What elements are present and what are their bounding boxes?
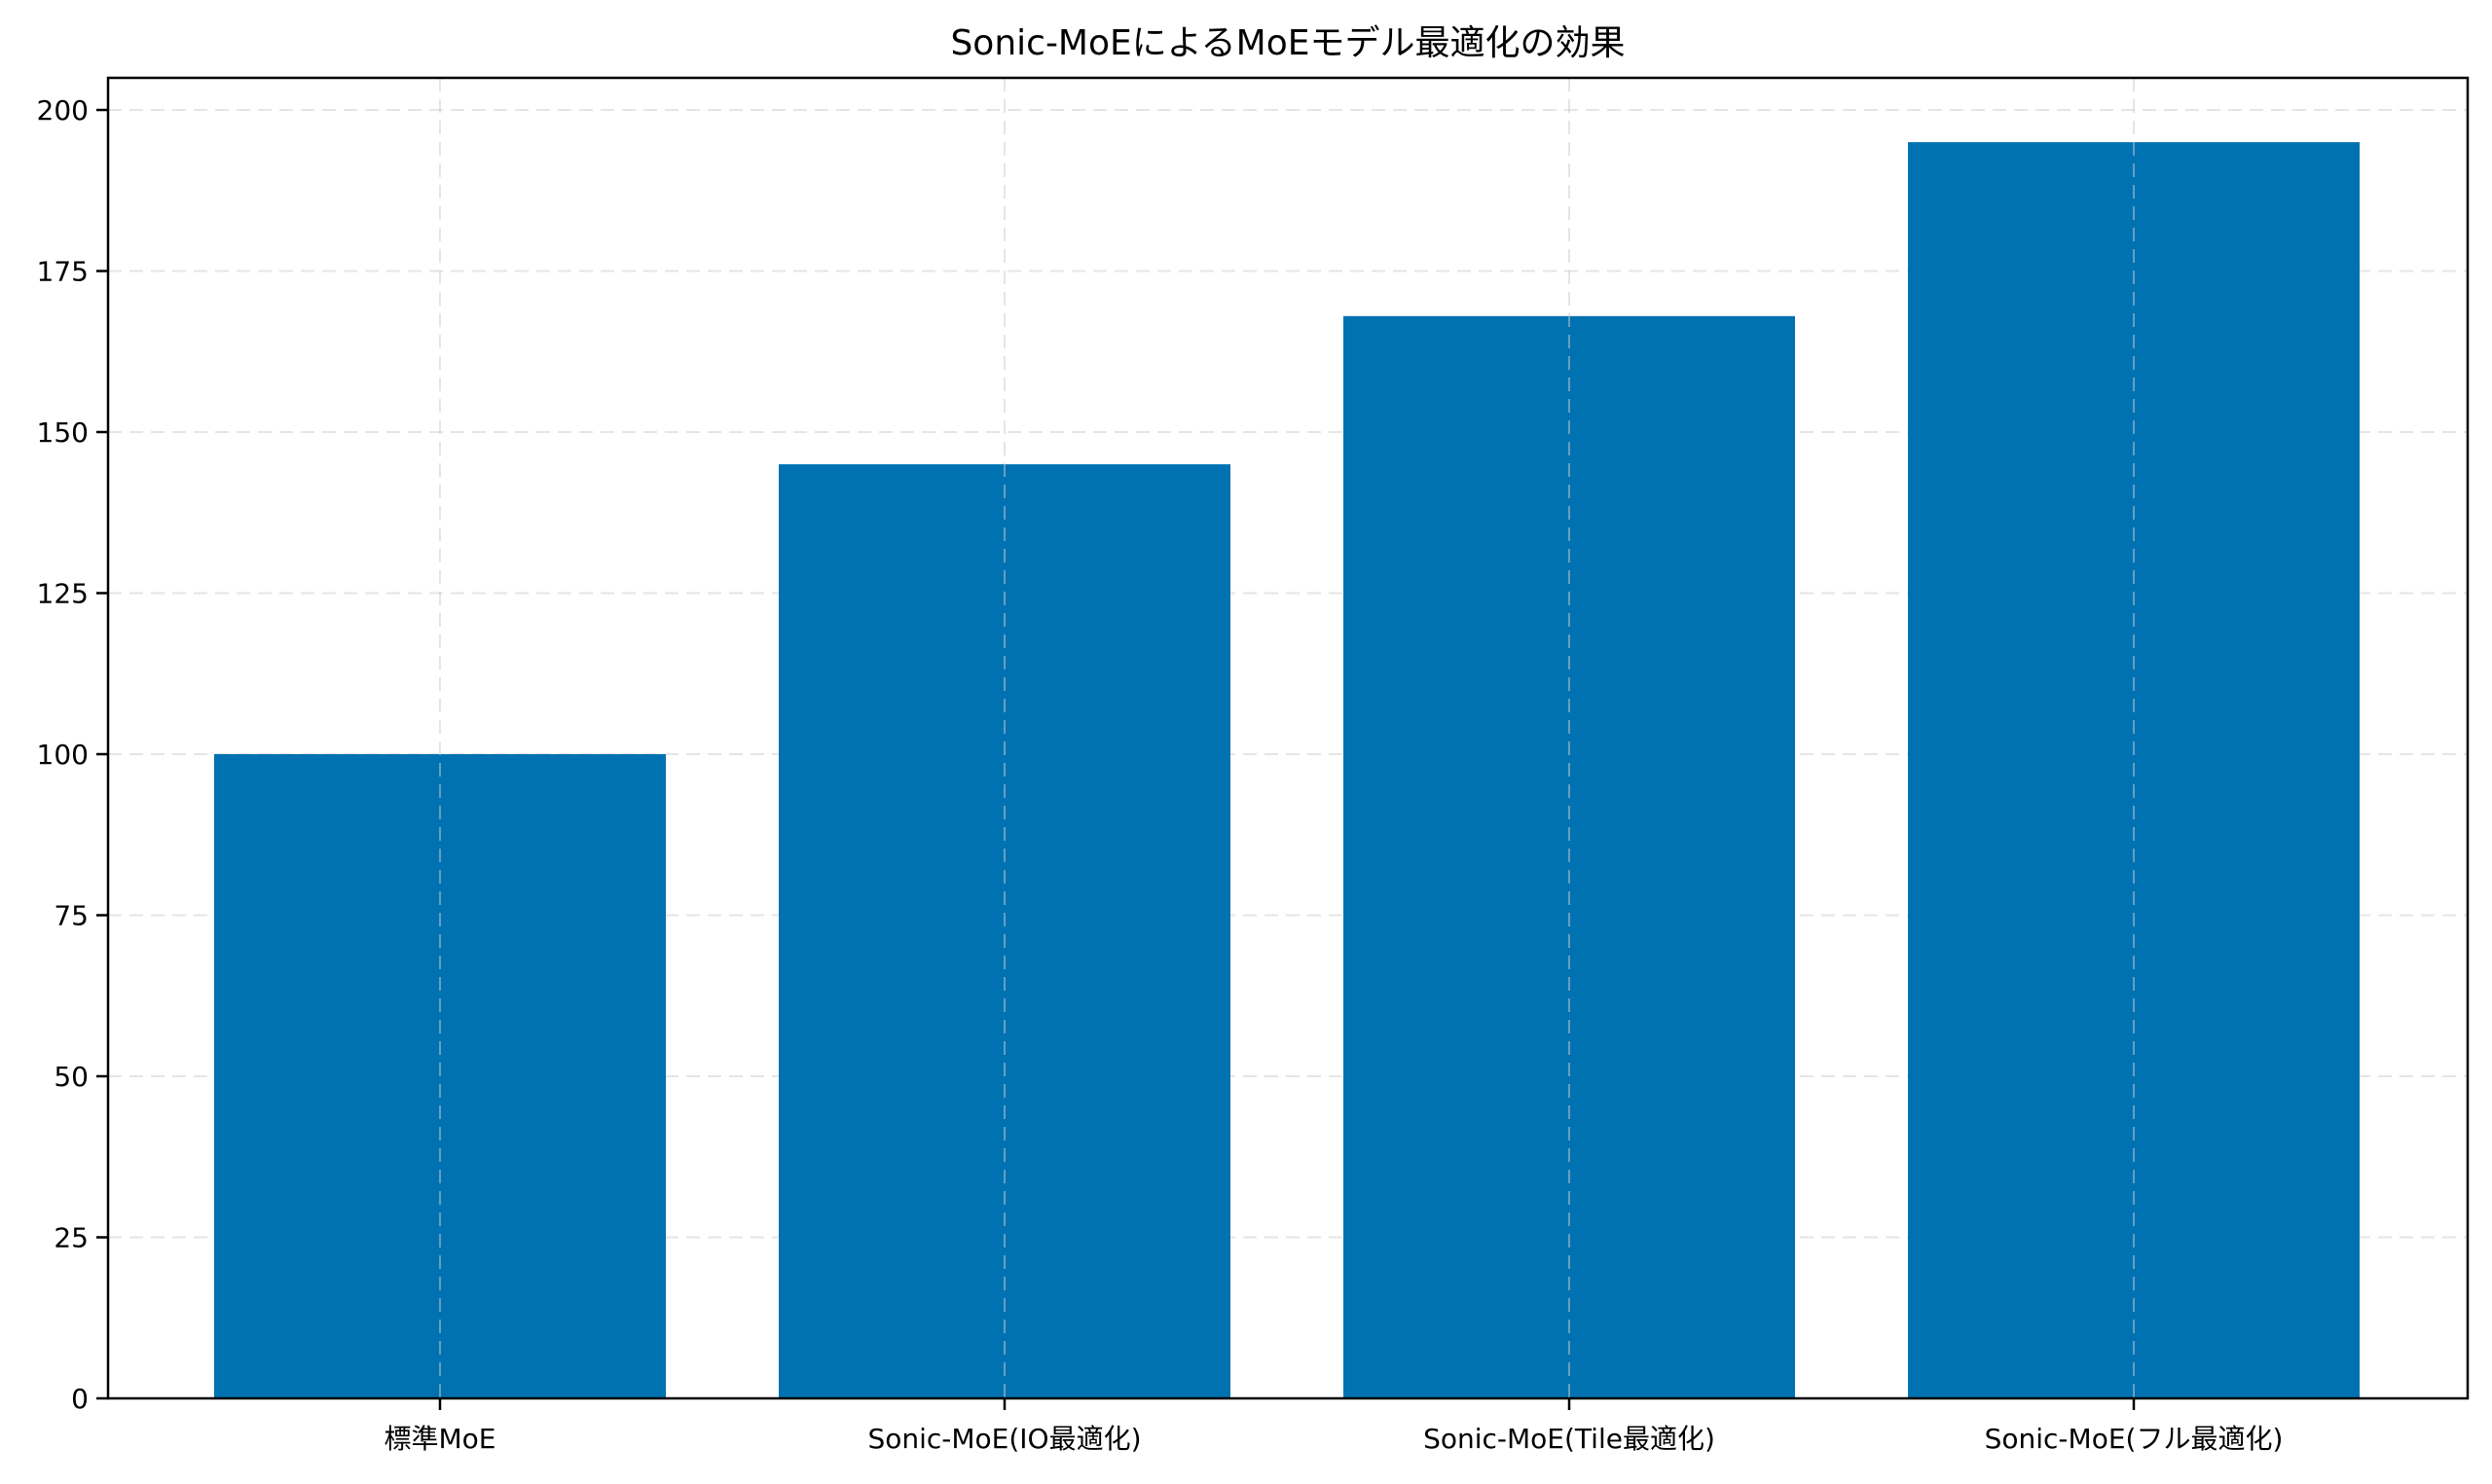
y-tick-label: 200 xyxy=(37,94,89,127)
x-tick-label: 標準MoE xyxy=(385,1423,496,1455)
y-axis-ticks: 0 25 50 75 100 125 150 175 200 xyxy=(37,94,108,1415)
bars xyxy=(214,78,2360,1399)
x-tick-label: Sonic-MoE(フル最適化) xyxy=(1985,1423,2284,1455)
plot-frame xyxy=(106,76,2470,1400)
y-tick-label: 25 xyxy=(54,1222,89,1254)
y-tick-label: 125 xyxy=(37,578,89,610)
y-tick-label: 150 xyxy=(37,416,89,449)
y-tick-label: 50 xyxy=(54,1061,89,1093)
axes xyxy=(106,76,2470,1400)
y-tick-label: 75 xyxy=(54,900,89,932)
x-axis-ticks: 標準MoE Sonic-MoE(IO最適化) Sonic-MoE(Tile最適化) S… xyxy=(385,1398,2284,1455)
chart-title: Sonic-MoEによるMoEモデル最適化の効果 xyxy=(950,23,1625,63)
y-tick-label: 175 xyxy=(37,256,89,288)
y-tick-label: 100 xyxy=(37,739,89,771)
x-tick-label: Sonic-MoE(IO最適化) xyxy=(867,1423,1141,1455)
y-tick-label: 0 xyxy=(71,1383,89,1415)
x-tick-label: Sonic-MoE(Tile最適化) xyxy=(1423,1423,1715,1455)
